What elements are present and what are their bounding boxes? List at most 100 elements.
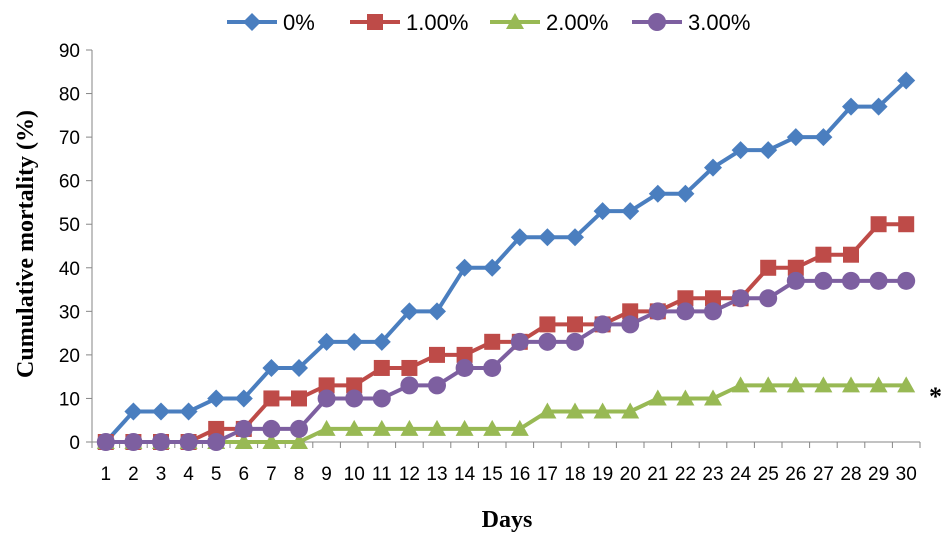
x-tick-label: 4 <box>183 464 194 485</box>
data-point <box>843 246 859 263</box>
data-point <box>290 358 308 377</box>
data-point <box>429 346 445 363</box>
data-point <box>566 402 584 419</box>
data-point <box>814 376 833 393</box>
series-3 <box>96 271 916 451</box>
x-tick-label: 9 <box>321 464 332 485</box>
legend-marker <box>367 14 383 30</box>
data-point <box>593 402 612 419</box>
data-point <box>262 433 281 449</box>
data-point <box>704 389 722 406</box>
data-point <box>96 433 115 451</box>
data-point <box>483 258 502 277</box>
data-point <box>317 332 336 351</box>
data-point <box>290 419 308 438</box>
data-point <box>345 389 364 408</box>
data-point <box>676 389 695 406</box>
data-point <box>207 389 226 408</box>
data-point <box>869 271 888 290</box>
data-point <box>648 389 667 406</box>
data-point <box>897 376 916 393</box>
data-point <box>759 141 778 160</box>
data-point <box>538 332 557 351</box>
y-tick-label: 10 <box>59 389 80 410</box>
data-point <box>372 389 391 408</box>
data-point <box>814 128 833 147</box>
y-tick-label: 30 <box>59 302 80 323</box>
y-tick-label: 20 <box>59 346 80 367</box>
legend-label: 0% <box>283 10 315 35</box>
data-point <box>345 332 364 351</box>
data-point <box>483 358 502 377</box>
data-point <box>593 315 612 334</box>
x-tick-label: 8 <box>294 464 305 485</box>
data-point <box>842 376 860 393</box>
series-line <box>105 278 907 444</box>
data-point <box>567 316 583 333</box>
x-tick-label: 12 <box>399 464 420 485</box>
data-point <box>566 332 584 351</box>
data-point <box>234 419 253 438</box>
y-tick-label: 80 <box>59 85 80 106</box>
data-point <box>842 97 860 116</box>
data-point <box>759 376 778 393</box>
series-line <box>105 383 907 444</box>
y-tick-label: 70 <box>59 128 80 149</box>
legend-item: 0% <box>227 10 315 35</box>
series-line <box>104 79 908 444</box>
y-axis: 0 10 20 30 40 50 60 70 80 90 <box>59 41 93 454</box>
data-point <box>897 271 916 290</box>
x-tick-label: 1 <box>101 464 112 485</box>
x-tick-label: 25 <box>758 464 779 485</box>
data-point <box>676 184 695 203</box>
data-point <box>538 228 557 247</box>
data-point <box>372 332 391 351</box>
legend-marker <box>648 13 666 31</box>
data-point <box>400 302 419 321</box>
x-tick-label: 22 <box>675 464 696 485</box>
data-point <box>566 228 584 247</box>
data-point <box>262 358 281 377</box>
series-layer <box>96 71 916 451</box>
data-point <box>373 359 390 376</box>
y-tick-label: 50 <box>59 215 80 236</box>
x-tick-label: 24 <box>730 464 752 485</box>
y-axis-title: Cumulative mortality (%) <box>13 110 39 378</box>
data-point <box>814 271 833 290</box>
x-tick-label: 17 <box>537 464 558 485</box>
x-tick-label: 30 <box>896 464 917 485</box>
data-point <box>428 302 446 321</box>
data-point <box>621 315 640 334</box>
data-point <box>510 419 529 436</box>
data-point <box>152 433 170 451</box>
x-tick-label: 14 <box>454 464 476 485</box>
x-tick-label: 11 <box>372 464 392 485</box>
x-tick-label: 6 <box>239 464 250 485</box>
data-point <box>400 376 419 395</box>
x-tick-label: 18 <box>564 464 585 485</box>
x-tick-label: 23 <box>702 464 723 485</box>
significance-annotation: * <box>929 382 942 411</box>
legend-label: 3.00% <box>688 10 750 35</box>
legend-item: 2.00% <box>490 10 608 35</box>
x-tick-label: 3 <box>156 464 167 485</box>
data-point <box>179 433 198 451</box>
data-point <box>234 433 253 449</box>
legend-item: 3.00% <box>632 10 750 35</box>
legend-label: 1.00% <box>406 10 468 35</box>
x-tick-label: 21 <box>647 464 668 485</box>
x-tick-label: 10 <box>344 464 365 485</box>
data-point <box>731 376 750 393</box>
data-point <box>179 402 198 421</box>
data-point <box>648 302 667 321</box>
data-point <box>869 97 888 116</box>
data-point <box>787 259 804 276</box>
data-point <box>869 376 888 393</box>
data-point <box>648 184 667 203</box>
legend-marker <box>243 13 261 31</box>
series-line <box>105 222 907 444</box>
series-0 <box>96 71 916 451</box>
x-tick-label: 26 <box>785 464 806 485</box>
x-tick-label: 5 <box>211 464 222 485</box>
